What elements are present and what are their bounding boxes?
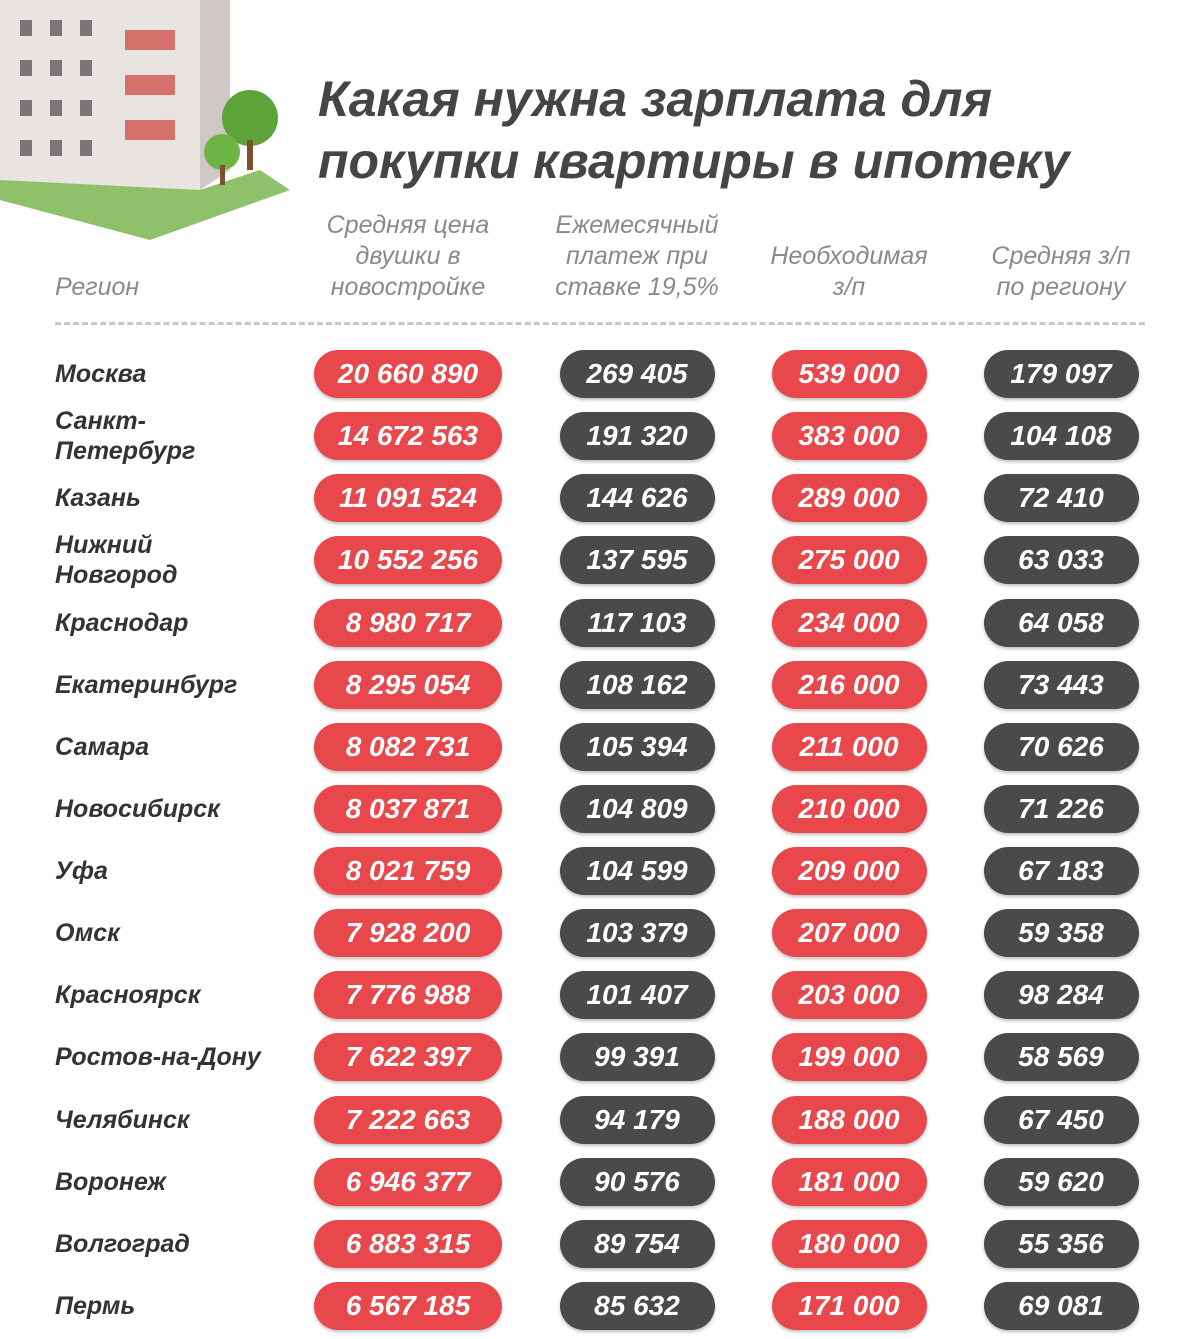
value-pill: 7 222 663: [314, 1095, 502, 1144]
value-pill: 199 000: [771, 1033, 927, 1082]
value-pill: 6 946 377: [314, 1157, 502, 1206]
column-header: двушки в: [355, 242, 461, 270]
value-pill: 101 407: [559, 971, 715, 1020]
value-pill: 72 410: [983, 474, 1139, 523]
value-pill: 137 595: [559, 536, 715, 585]
value-pill: 171 000: [771, 1281, 927, 1330]
value-pill: 179 097: [983, 350, 1139, 398]
region-name: Новгород: [55, 561, 178, 590]
value-pill: 63 033: [983, 536, 1139, 585]
value-pill: 99 391: [559, 1033, 715, 1082]
column-header: з/п: [832, 273, 866, 301]
value-pill: 383 000: [771, 412, 927, 461]
region-name: Ростов-на-Дону: [55, 1043, 261, 1072]
region-name: Воронеж: [55, 1167, 166, 1196]
region-name: Новосибирск: [55, 794, 220, 823]
column-header: Ежемесячный: [555, 211, 719, 239]
value-pill: 8 037 871: [314, 784, 502, 833]
title-line: покупки квартиры в ипотеку: [318, 133, 1070, 189]
column-header: Средняя цена: [326, 211, 490, 239]
value-pill: 8 295 054: [314, 660, 502, 709]
value-pill: 8 980 717: [314, 598, 502, 647]
value-pill: 85 632: [559, 1281, 715, 1330]
column-header: ставке 19,5%: [555, 273, 719, 301]
region-name: Красноярск: [55, 981, 201, 1010]
value-pill: 144 626: [559, 474, 715, 523]
value-pill: 234 000: [771, 598, 927, 647]
value-pill: 105 394: [559, 722, 715, 771]
value-pill: 67 183: [983, 847, 1139, 896]
value-pill: 191 320: [559, 412, 715, 461]
value-pill: 210 000: [771, 784, 927, 833]
value-pill: 104 108: [983, 412, 1139, 461]
value-pill: 20 660 890: [314, 350, 502, 398]
region-name: Волгоград: [55, 1229, 190, 1258]
value-pill: 59 358: [983, 909, 1139, 958]
region-name: Омск: [55, 919, 120, 948]
value-pill: 89 754: [559, 1219, 715, 1268]
value-pill: 11 091 524: [314, 474, 502, 523]
region-name: Нижний: [55, 531, 153, 560]
value-pill: 7 622 397: [314, 1033, 502, 1082]
region-name: Казань: [55, 484, 141, 513]
value-pill: 58 569: [983, 1033, 1139, 1082]
value-pill: 104 809: [559, 784, 715, 833]
region-name: Краснодар: [55, 608, 189, 637]
value-pill: 6 567 185: [314, 1281, 502, 1330]
value-pill: 181 000: [771, 1157, 927, 1206]
value-pill: 108 162: [559, 660, 715, 709]
value-pill: 216 000: [771, 660, 927, 709]
value-pill: 64 058: [983, 598, 1139, 647]
region-name: Челябинск: [55, 1105, 190, 1134]
value-pill: 117 103: [559, 598, 715, 647]
column-header: платеж при: [566, 242, 708, 270]
value-pill: 207 000: [771, 909, 927, 958]
column-header: Необходимая: [770, 242, 928, 270]
value-pill: 539 000: [771, 350, 927, 398]
column-header: новостройке: [330, 273, 486, 301]
value-pill: 10 552 256: [314, 536, 502, 585]
value-pill: 6 883 315: [314, 1219, 502, 1268]
region-name: Пермь: [55, 1291, 136, 1320]
column-header: Средняя з/п: [991, 242, 1131, 270]
value-pill: 180 000: [771, 1219, 927, 1268]
value-pill: 73 443: [983, 660, 1139, 709]
value-pill: 104 599: [559, 847, 715, 896]
value-pill: 103 379: [559, 909, 715, 958]
region-name: Санкт-: [55, 407, 146, 436]
value-pill: 289 000: [771, 474, 927, 523]
title-line: Какая нужна зарплата для: [318, 71, 992, 127]
value-pill: 8 082 731: [314, 722, 502, 771]
value-pill: 69 081: [983, 1281, 1139, 1330]
value-pill: 71 226: [983, 784, 1139, 833]
value-pill: 98 284: [983, 971, 1139, 1020]
value-pill: 55 356: [983, 1219, 1139, 1268]
value-pill: 7 776 988: [314, 971, 502, 1020]
value-pill: 203 000: [771, 971, 927, 1020]
value-pill: 211 000: [771, 722, 927, 771]
value-pill: 7 928 200: [314, 909, 502, 958]
region-name: Москва: [55, 360, 147, 388]
value-pill: 67 450: [983, 1095, 1139, 1144]
region-name: Самара: [55, 732, 150, 761]
value-pill: 8 021 759: [314, 847, 502, 896]
region-name: Уфа: [55, 857, 108, 886]
region-name: Екатеринбург: [55, 670, 238, 699]
value-pill: 188 000: [771, 1095, 927, 1144]
column-header: по региону: [996, 273, 1126, 301]
value-pill: 209 000: [771, 847, 927, 896]
value-pill: 275 000: [771, 536, 927, 585]
value-pill: 90 576: [559, 1157, 715, 1206]
value-pill: 269 405: [559, 350, 715, 398]
building-illustration: [0, 0, 290, 240]
column-header: Регион: [55, 273, 140, 301]
region-name: Петербург: [55, 437, 196, 466]
divider: [55, 322, 1145, 325]
value-pill: 70 626: [983, 722, 1139, 771]
value-pill: 59 620: [983, 1157, 1139, 1206]
value-pill: 14 672 563: [314, 412, 502, 461]
value-pill: 94 179: [559, 1095, 715, 1144]
